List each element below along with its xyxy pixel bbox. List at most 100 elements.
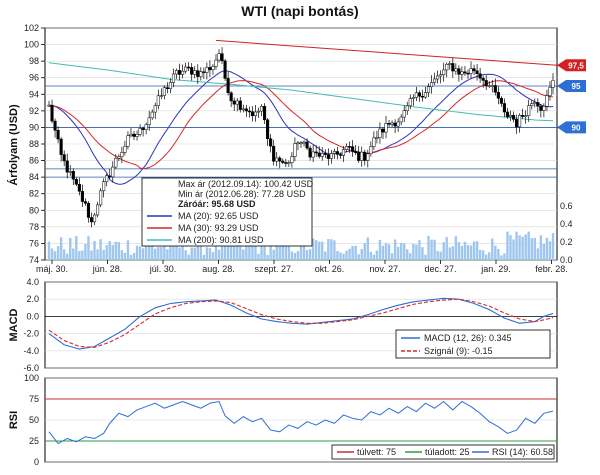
volume-tick-label: 0.2 (560, 237, 573, 247)
volume-bar (357, 254, 360, 260)
volume-bar (260, 237, 263, 260)
volume-bar (378, 240, 382, 260)
volume-bar (117, 241, 121, 260)
volume-bar (196, 236, 199, 260)
candle-body (499, 97, 503, 104)
price-tick-label: 88 (29, 139, 39, 149)
rsi-axis-label: RSI (8, 411, 20, 429)
candle-body (171, 73, 176, 83)
volume-bar (120, 250, 124, 260)
volume-bar (69, 237, 72, 260)
volume-bar (330, 239, 333, 260)
candle-body (71, 171, 75, 180)
macd-tick-label: 2.0 (26, 294, 39, 304)
candle-body (302, 141, 306, 144)
candle-body (296, 142, 300, 145)
candle-body (147, 117, 151, 125)
candle-body (539, 105, 543, 111)
volume-bar (138, 246, 142, 260)
volume-bar (460, 246, 464, 260)
candle-body (323, 153, 327, 155)
candle-body (99, 190, 103, 206)
macd-legend: MACD (12, 26): 0.345 Szignál (9): -0.15 (395, 329, 551, 359)
candle-body (335, 151, 339, 155)
candle-body (420, 95, 424, 98)
volume-bar (147, 243, 151, 260)
candle-body (199, 71, 203, 77)
x-tick-label: jan. 29. (480, 264, 511, 274)
volume-bar (208, 248, 212, 260)
price-tick-label: 96 (29, 73, 39, 83)
candle-body (518, 115, 522, 128)
candle-body (165, 87, 169, 89)
macd-axis-label: MACD (8, 308, 20, 341)
volume-bar (345, 250, 348, 260)
price-tag-90 (557, 121, 586, 134)
volume-bar (75, 236, 78, 260)
candle-body (153, 105, 157, 113)
candle-body (211, 66, 215, 71)
volume-bar (339, 252, 342, 260)
candle-body (366, 153, 370, 161)
volume-bar (324, 251, 327, 260)
candle-body (484, 80, 488, 86)
overbought-legend-label: túlvett: 75 (357, 447, 396, 457)
candle-body (393, 122, 397, 127)
volume-bar (372, 254, 376, 260)
rsi-tick-label: 50 (29, 415, 39, 425)
volume-bar (475, 241, 479, 260)
volume-bar (257, 253, 260, 260)
volume-bar (62, 249, 66, 260)
volume-bar (366, 237, 369, 260)
volume-bar (175, 243, 178, 260)
candle-body (126, 135, 130, 147)
price-tick-label: 76 (29, 238, 39, 248)
candle-body (472, 68, 476, 72)
volume-bar (427, 235, 430, 260)
candle-body (536, 102, 540, 107)
volume-bar (81, 250, 84, 260)
price-tag-label: 90 (572, 123, 581, 132)
rsi-legend: túlvett: 75 túladott: 25 RSI (14): 60.58 (331, 444, 555, 460)
volume-bar (424, 254, 427, 260)
candle-body (187, 66, 191, 69)
candle-body (68, 171, 72, 173)
volume-bar (321, 241, 324, 260)
volume-bar (53, 251, 57, 260)
candle-body (284, 162, 288, 164)
candle-body (205, 67, 209, 73)
candle-body (96, 204, 100, 216)
price-tick-label: 98 (29, 56, 39, 66)
volume-bar (454, 236, 458, 260)
candle-body (344, 146, 349, 150)
volume-tick-label: 0.6 (560, 201, 573, 211)
candle-body (293, 143, 297, 157)
candle-body (320, 153, 324, 157)
volume-bar (275, 239, 278, 260)
macd-tick-label: -6.0 (23, 363, 39, 373)
rsi-legend-label: RSI (14): 60.58 (492, 447, 553, 457)
candle-body (232, 100, 236, 105)
volume-bar (178, 247, 181, 260)
volume-bar (220, 236, 224, 260)
candle-body (74, 178, 78, 185)
volume-bar (488, 252, 491, 260)
candle-body (278, 157, 282, 162)
candle-body (102, 181, 106, 192)
volume-bar (59, 237, 63, 260)
volume-bar (442, 242, 445, 260)
candle-body (502, 103, 506, 113)
volume-bar (214, 237, 218, 260)
volume-bar (105, 245, 108, 260)
candle-body (478, 73, 482, 79)
candle-body (190, 67, 194, 75)
info-box: Max ár (2012.09.14): 100.42 USD Min ár (… (141, 177, 314, 247)
candle-body (408, 98, 412, 107)
volume-bar (184, 250, 187, 260)
volume-bar (457, 242, 461, 260)
price-tick-label: 84 (29, 172, 39, 182)
candle-body (332, 151, 336, 154)
volume-bar (66, 253, 69, 260)
volume-bar (524, 234, 527, 260)
candle-body (390, 122, 394, 125)
